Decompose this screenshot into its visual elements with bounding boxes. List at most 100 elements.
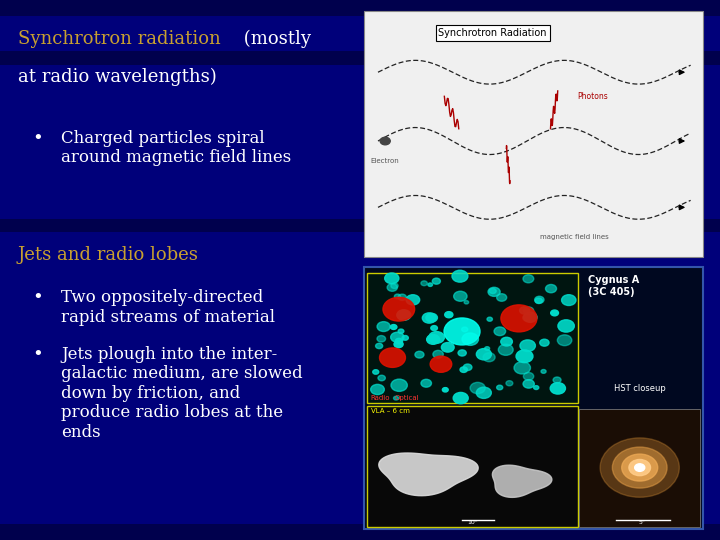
Circle shape: [377, 335, 386, 342]
Circle shape: [402, 335, 408, 340]
Circle shape: [488, 287, 500, 296]
Circle shape: [462, 327, 468, 332]
Circle shape: [391, 283, 398, 288]
Circle shape: [534, 386, 539, 389]
Circle shape: [432, 278, 441, 284]
Circle shape: [558, 320, 575, 332]
Circle shape: [470, 382, 485, 394]
Circle shape: [494, 327, 505, 336]
Circle shape: [390, 325, 397, 329]
Circle shape: [373, 370, 379, 374]
Circle shape: [454, 291, 467, 301]
Circle shape: [378, 375, 385, 381]
Text: magnetic field lines: magnetic field lines: [540, 234, 609, 240]
Circle shape: [498, 344, 513, 355]
Circle shape: [444, 318, 480, 345]
Circle shape: [380, 137, 390, 145]
Circle shape: [376, 343, 382, 349]
Circle shape: [487, 317, 492, 321]
Circle shape: [423, 313, 436, 323]
Bar: [0, 219, 720, 232]
Circle shape: [460, 367, 467, 373]
Text: (mostly: (mostly: [238, 30, 310, 48]
Circle shape: [520, 340, 536, 352]
Circle shape: [535, 298, 542, 303]
Circle shape: [550, 383, 565, 394]
Circle shape: [497, 294, 507, 301]
Circle shape: [612, 447, 667, 488]
Circle shape: [391, 332, 404, 342]
Circle shape: [421, 281, 428, 286]
Circle shape: [428, 283, 433, 286]
Text: Cygnus A
(3C 405): Cygnus A (3C 405): [588, 275, 639, 297]
Text: Synchrotron radiation: Synchrotron radiation: [18, 30, 221, 48]
Circle shape: [395, 294, 400, 299]
Circle shape: [397, 310, 411, 320]
Text: Photons: Photons: [577, 92, 608, 102]
Text: Electron: Electron: [371, 158, 400, 164]
Circle shape: [433, 350, 444, 358]
Polygon shape: [492, 465, 552, 497]
Circle shape: [421, 379, 431, 387]
Text: Radio: Radio: [371, 395, 390, 401]
Bar: [364, 11, 703, 256]
Circle shape: [635, 464, 644, 471]
Circle shape: [430, 356, 451, 372]
Circle shape: [540, 339, 549, 346]
Circle shape: [387, 284, 397, 291]
Circle shape: [452, 270, 468, 282]
Circle shape: [406, 295, 420, 305]
Bar: [580, 409, 700, 526]
Circle shape: [371, 384, 384, 395]
Circle shape: [445, 312, 453, 318]
Circle shape: [485, 347, 490, 350]
Circle shape: [523, 275, 534, 283]
Text: Optical: Optical: [395, 395, 419, 401]
Circle shape: [562, 295, 576, 306]
Text: Jets and radio lobes: Jets and radio lobes: [18, 246, 199, 264]
Circle shape: [523, 314, 532, 321]
Circle shape: [462, 333, 479, 346]
Circle shape: [383, 298, 415, 321]
Circle shape: [629, 460, 650, 476]
Circle shape: [506, 381, 513, 386]
Circle shape: [394, 396, 399, 400]
Bar: [0, 0, 720, 16]
Circle shape: [490, 288, 496, 294]
Circle shape: [557, 335, 572, 346]
Circle shape: [497, 385, 503, 390]
Circle shape: [514, 362, 531, 374]
Circle shape: [431, 326, 438, 330]
Circle shape: [500, 338, 513, 346]
Circle shape: [377, 322, 390, 332]
Circle shape: [621, 454, 657, 481]
Circle shape: [600, 438, 679, 497]
Circle shape: [395, 339, 402, 344]
Circle shape: [463, 364, 472, 370]
Text: Two oppositely-directed
rapid streams of material: Two oppositely-directed rapid streams of…: [61, 289, 275, 326]
Text: •: •: [32, 346, 43, 363]
Circle shape: [477, 387, 491, 399]
Circle shape: [541, 369, 546, 373]
Circle shape: [426, 313, 438, 322]
Circle shape: [523, 307, 534, 315]
Circle shape: [458, 350, 467, 356]
Circle shape: [391, 379, 408, 392]
Circle shape: [483, 353, 495, 362]
Text: HST closeup: HST closeup: [614, 384, 665, 393]
Circle shape: [553, 377, 561, 383]
Circle shape: [523, 373, 534, 380]
Circle shape: [516, 350, 533, 363]
Circle shape: [523, 312, 537, 322]
Bar: [0, 524, 720, 540]
Circle shape: [428, 332, 444, 343]
Circle shape: [535, 296, 544, 303]
Circle shape: [551, 310, 559, 316]
Text: Charged particles spiral
around magnetic field lines: Charged particles spiral around magnetic…: [61, 130, 292, 166]
Bar: [364, 267, 703, 529]
Circle shape: [520, 307, 529, 314]
Text: 10": 10": [467, 521, 478, 525]
Circle shape: [398, 329, 404, 333]
Text: 5": 5": [639, 521, 646, 525]
Circle shape: [379, 348, 405, 367]
